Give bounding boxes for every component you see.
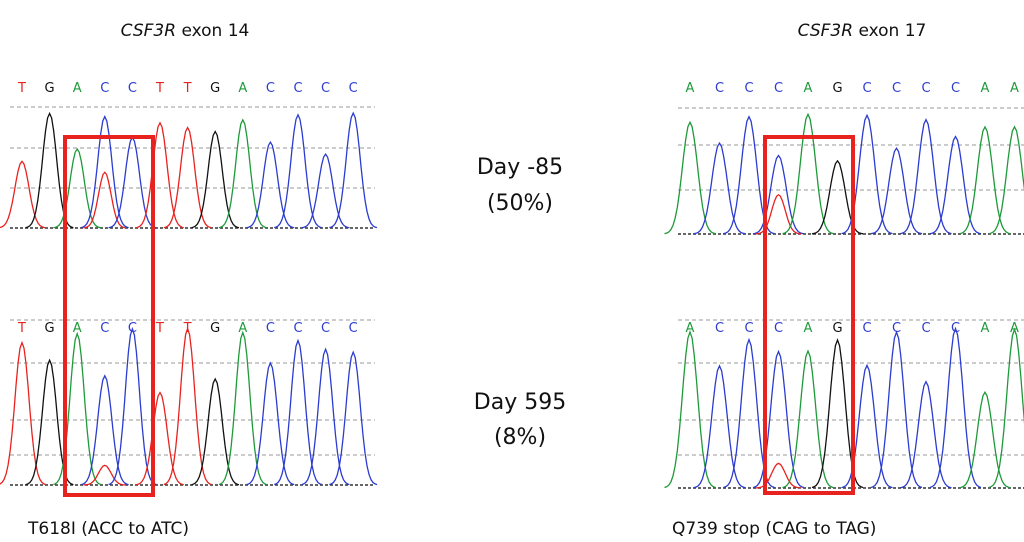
trace-peak [219,120,267,228]
base-call: C [266,81,275,96]
base-call: C [349,321,358,336]
trace-peak [783,114,834,233]
base-call: C [744,81,753,96]
mutation-caption: Q739 stop (CAG to TAG) [672,519,876,539]
trace-peak [812,340,863,488]
base-call: A [804,321,813,336]
trace-peak [329,352,377,484]
base-call: G [45,321,55,336]
trace-peak [53,334,101,485]
base-call: C [862,81,871,96]
base-call: A [1010,81,1019,96]
base-call: G [832,321,842,336]
trace-peak [871,148,922,234]
gene-name: CSF3R [121,21,176,41]
trace-peak [247,363,295,485]
mutation-caption: T618I (ACC to ATC) [27,519,189,539]
panel-title: CSF3R exon 14 [121,21,250,41]
base-call: A [804,81,813,96]
trace-peak [694,366,745,488]
base-call: T [17,321,26,336]
trace-peak [274,341,322,485]
trace-peak [694,143,745,234]
trace-peak [960,127,1011,234]
page: {"panels": [ {"gene": "CSF3R", "exon": "… [0,0,1024,542]
base-call: C [349,81,358,96]
base-call: T [155,81,164,96]
variant-peak [756,195,801,234]
base-call: A [238,81,247,96]
base-call: A [981,321,990,336]
trace-peak [842,115,893,233]
trace-peak [219,333,267,485]
base-call: C [715,321,724,336]
base-call: A [686,81,695,96]
base-call: C [951,81,960,96]
base-call: G [832,81,842,96]
trace-peak [247,142,295,228]
base-call: T [17,81,26,96]
trace-peak [274,115,322,228]
base-call: C [744,321,753,336]
variant-peak [756,463,801,488]
variant-peak [84,172,126,228]
trace-peak [329,113,377,228]
trace-peak [842,365,893,487]
base-call: C [100,321,109,336]
base-call: G [210,81,220,96]
base-call: C [100,81,109,96]
base-call: C [293,81,302,96]
highlight-box [65,137,153,495]
trace-peak [989,330,1024,488]
base-call: C [128,81,137,96]
exon-label: exon 14 [181,21,249,41]
trace-peak [930,329,981,488]
trace-peak [665,332,716,488]
exon-label: exon 17 [858,21,926,41]
trace-peak [302,349,350,484]
trace-peak [81,376,129,485]
timepoint-fraction: (50%) [487,191,553,216]
base-call: C [774,321,783,336]
base-call: C [715,81,724,96]
base-call: C [774,81,783,96]
timepoint-day: Day 595 [474,390,566,415]
base-call: T [183,81,192,96]
base-call: C [321,81,330,96]
trace-peak [871,332,922,487]
base-call: T [155,321,164,336]
trace-peak [783,351,834,488]
figure: CSF3R exon 14 CSF3R exon 17 Day -85 (50%… [0,0,1024,542]
base-call: A [981,81,990,96]
trace-peak [0,343,46,485]
timepoint-fraction: (8%) [494,425,546,450]
base-call: G [210,321,220,336]
base-call: C [862,321,871,336]
base-call: C [921,321,930,336]
base-call: C [921,81,930,96]
timepoint-day: Day -85 [477,155,563,180]
base-call: C [293,321,302,336]
panel-title: CSF3R exon 17 [798,21,927,41]
trace-peak [901,120,952,234]
trace-peak [930,137,981,234]
base-call: G [45,81,55,96]
trace-peak [191,132,239,228]
base-call: C [266,321,275,336]
base-call: C [892,81,901,96]
trace-peak [164,128,212,228]
trace-peak [665,122,716,233]
base-call: A [73,81,82,96]
base-call: C [321,321,330,336]
gene-name: CSF3R [798,21,853,41]
